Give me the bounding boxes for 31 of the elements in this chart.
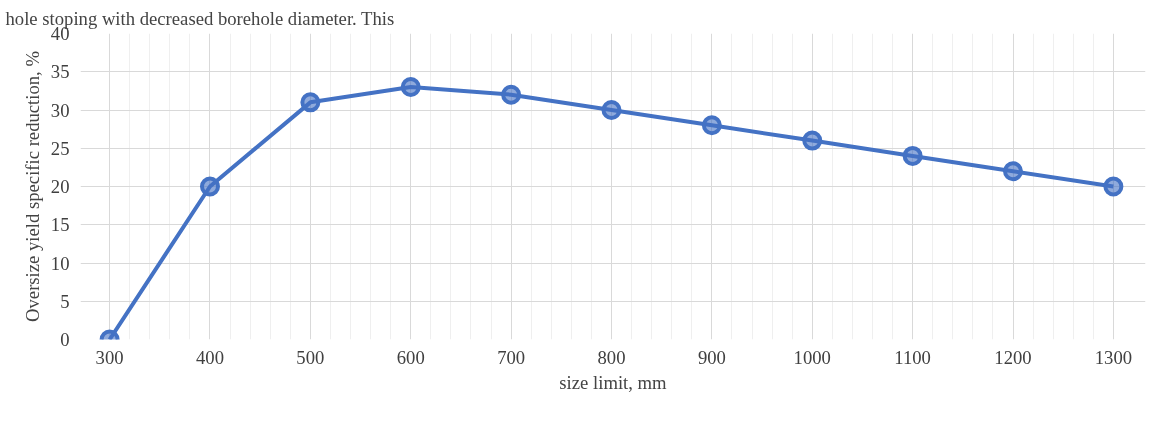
point xyxy=(701,115,722,136)
x-tick-label: 300 xyxy=(95,346,124,368)
y-tick-label: 30 xyxy=(50,99,70,121)
y-axis-title: Oversize yield specific reduction, % xyxy=(21,51,43,322)
x-tick-label: 1000 xyxy=(793,346,831,368)
x-tick-label: 800 xyxy=(597,346,626,368)
point xyxy=(1103,176,1124,197)
x-tick-label: 700 xyxy=(497,346,526,368)
y-tick-label: 0 xyxy=(60,329,70,350)
point xyxy=(1003,161,1023,182)
point xyxy=(400,77,421,98)
x-tick-label: 1300 xyxy=(1094,346,1133,368)
y-tick-label: 20 xyxy=(50,176,70,197)
x-tick-label: 500 xyxy=(296,346,325,368)
x-tick-label: 900 xyxy=(697,346,726,368)
y-tick-label: 35 xyxy=(50,61,70,83)
point xyxy=(902,145,923,166)
y-tick-label: 15 xyxy=(50,214,70,236)
y-tick-label: 5 xyxy=(60,290,70,312)
x-tick-label: 400 xyxy=(195,346,224,368)
y-tick-label: 25 xyxy=(50,137,70,159)
x-axis-title: size limit, mm xyxy=(559,371,668,393)
point xyxy=(300,92,321,113)
point xyxy=(601,100,622,120)
y-tick-label: 10 xyxy=(50,252,70,274)
x-tick-label: 1100 xyxy=(894,346,931,368)
point xyxy=(501,84,522,105)
x-tick-label: 600 xyxy=(396,346,425,368)
point xyxy=(199,176,220,197)
x-tick-label: 1200 xyxy=(994,346,1032,368)
point xyxy=(802,130,823,151)
